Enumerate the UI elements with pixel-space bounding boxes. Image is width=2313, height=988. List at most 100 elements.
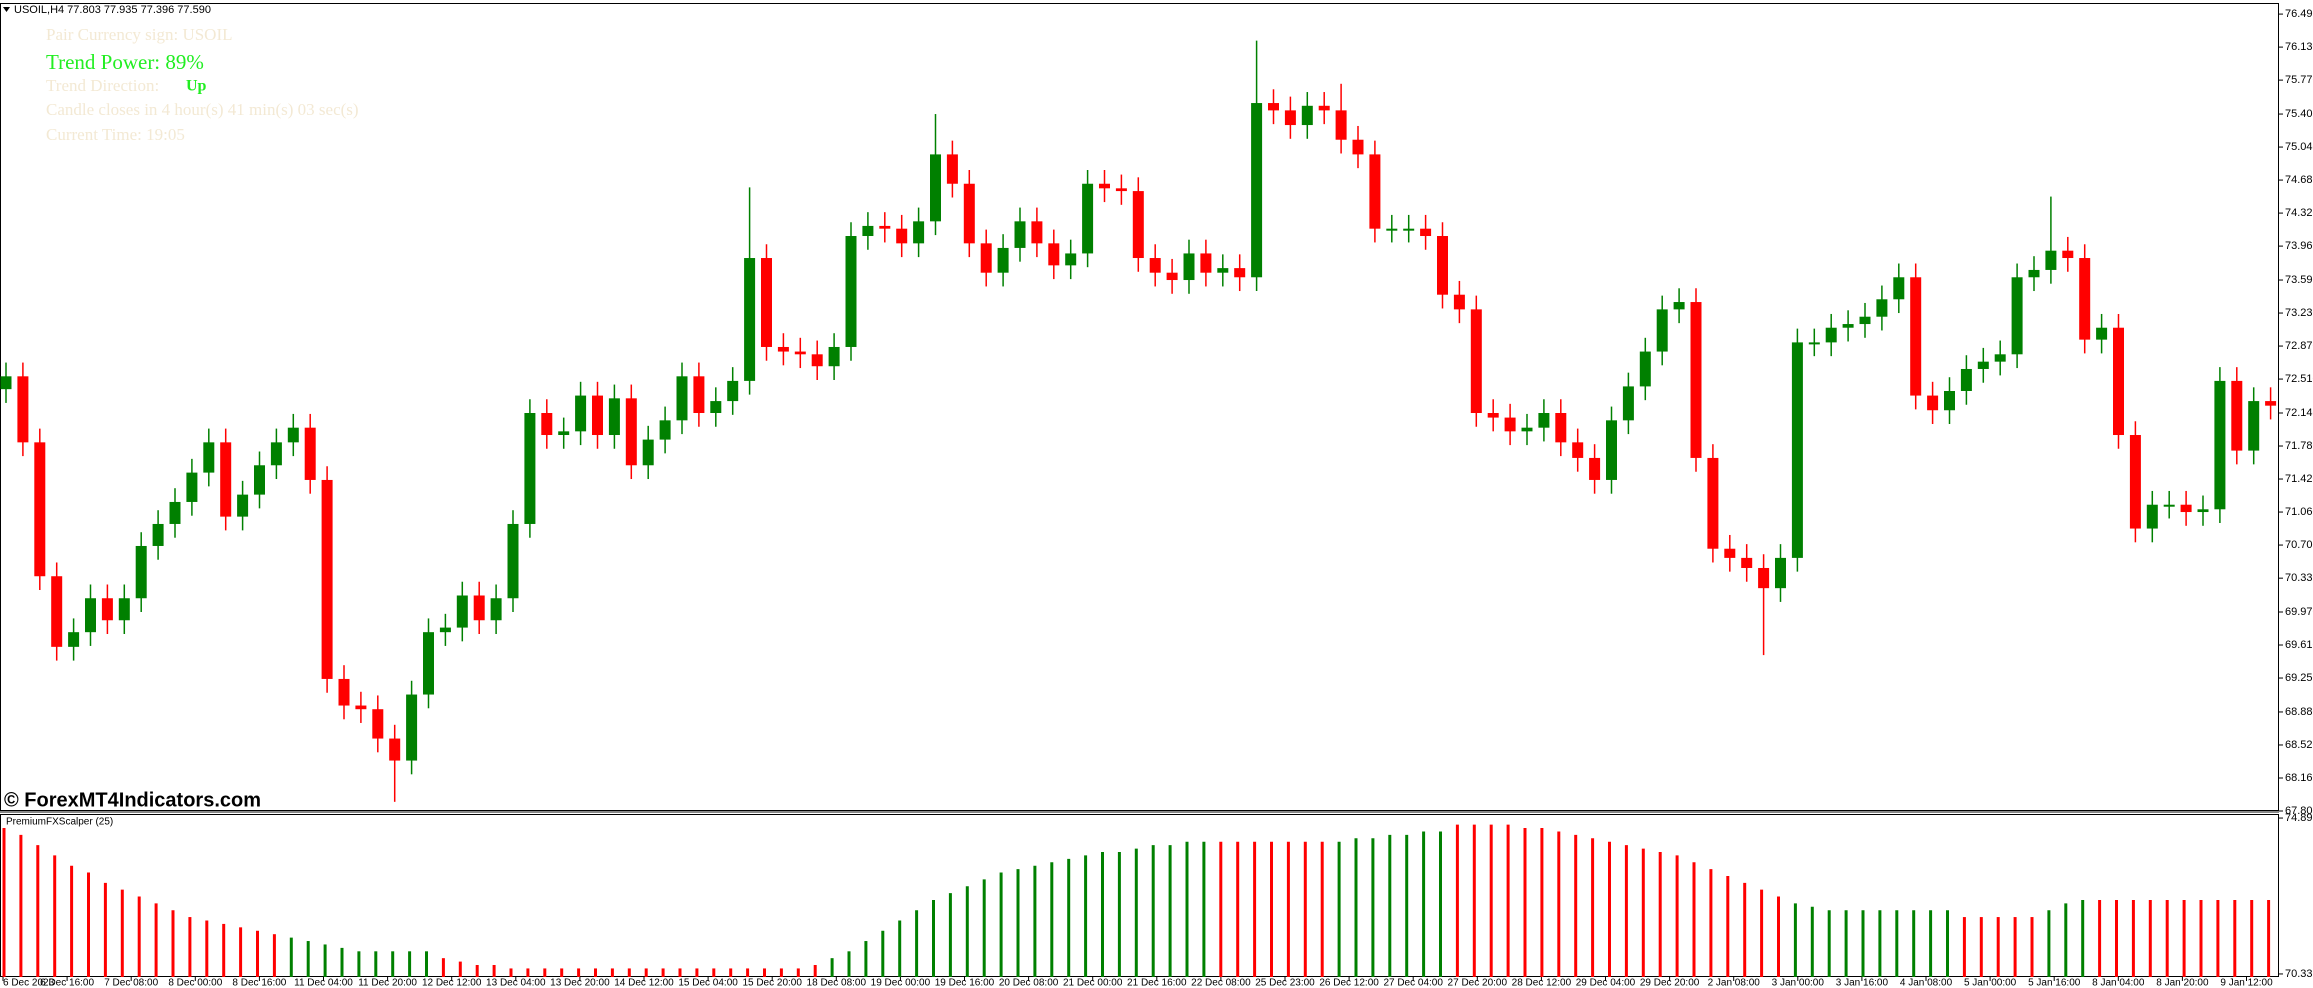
- candle-body: [676, 376, 688, 421]
- x-tick-label: 7 Dec 08:00: [104, 978, 158, 988]
- candle-body: [1217, 268, 1229, 273]
- candle-body: [507, 523, 519, 599]
- candle-body: [456, 595, 468, 628]
- x-tick-label: 8 Jan 04:00: [2092, 978, 2145, 988]
- x-tick-label: 25 Dec 23:00: [1255, 978, 1315, 988]
- candle-body: [1690, 302, 1702, 458]
- candle-body: [1369, 154, 1381, 229]
- candle-body: [1132, 191, 1144, 259]
- candle-body: [2129, 435, 2141, 529]
- candle-body: [406, 694, 418, 761]
- candle-body: [2231, 380, 2243, 451]
- chart-title: USOIL,H4 77.803 77.935 77.396 77.590: [14, 4, 211, 16]
- candle-body: [68, 632, 80, 647]
- y-tick-label: 76.490: [2285, 8, 2313, 20]
- candle-body: [1420, 228, 1432, 237]
- candle-body: [1065, 253, 1077, 266]
- candle-body: [592, 395, 603, 436]
- candle-body: [2028, 269, 2040, 278]
- x-tick-label: 29 Dec 04:00: [1576, 978, 1636, 988]
- candle-body: [1487, 413, 1499, 418]
- candle-body: [1521, 427, 1533, 432]
- x-tick-label: 14 Dec 12:00: [614, 978, 674, 988]
- x-tick-label: 27 Dec 04:00: [1383, 978, 1443, 988]
- y-tick-label: 72.870: [2285, 340, 2313, 352]
- y-tick-label: 76.130: [2285, 41, 2313, 53]
- candle-body: [1284, 110, 1296, 126]
- candle-body: [913, 221, 925, 244]
- candle-body: [220, 442, 232, 517]
- candle-body: [693, 376, 705, 414]
- y-tick-label: 68.880: [2285, 706, 2313, 718]
- current-time: Current Time: 19:05: [46, 125, 185, 144]
- candle-body: [659, 420, 671, 440]
- candle-body: [2062, 250, 2074, 259]
- candle-body: [51, 576, 63, 647]
- candle-body: [541, 413, 553, 436]
- x-tick-label: 27 Dec 20:00: [1448, 978, 1508, 988]
- candle-body: [1031, 221, 1043, 244]
- candle-body: [1606, 420, 1617, 480]
- candle-body: [777, 346, 789, 352]
- candle-body: [1166, 272, 1178, 281]
- candle-body: [85, 598, 96, 633]
- trend-direction: Up: [186, 78, 207, 95]
- x-tick-label: 19 Dec 00:00: [871, 978, 931, 988]
- candle-body: [1082, 183, 1094, 254]
- candle-body: [710, 401, 722, 414]
- candle-body: [828, 346, 840, 367]
- candle-body: [862, 225, 874, 237]
- pair-label: Pair Currency sign: USOIL: [46, 25, 233, 44]
- candle-body: [1268, 103, 1279, 111]
- candle-body: [490, 598, 502, 621]
- candle-body: [575, 395, 587, 432]
- y-tick-label: 75.770: [2285, 74, 2313, 86]
- y-tick-label: 71.420: [2285, 473, 2313, 485]
- x-tick-label: 19 Dec 16:00: [935, 978, 995, 988]
- candle-body: [1251, 103, 1263, 278]
- candle-body: [1589, 457, 1601, 480]
- x-tick-label: 11 Dec 20:00: [358, 978, 417, 988]
- main-frame: [0, 3, 2279, 811]
- candle-body: [1741, 557, 1753, 568]
- candle-body: [1386, 228, 1398, 231]
- candle-body: [2248, 401, 2260, 451]
- x-tick-label: 11 Dec 04:00: [294, 978, 353, 988]
- candle-body: [186, 472, 198, 502]
- candle-body: [1048, 243, 1060, 266]
- candle-body: [118, 598, 130, 621]
- candle-body: [1622, 386, 1634, 421]
- candle-body: [237, 494, 249, 517]
- x-tick-label: 28 Dec 12:00: [1512, 978, 1572, 988]
- candle-body: [1183, 253, 1195, 281]
- y-tick-label: 73.230: [2285, 307, 2313, 319]
- candle-body: [355, 705, 367, 710]
- candle-body: [727, 380, 739, 402]
- candle-body: [2265, 401, 2277, 406]
- candle-body: [1301, 105, 1313, 126]
- candle-body: [997, 247, 1009, 273]
- candle-body: [2214, 380, 2226, 510]
- x-tick-label: 22 Dec 08:00: [1191, 978, 1251, 988]
- y-tick-label: 70.700: [2285, 539, 2313, 551]
- x-tick-label: 2 Jan 08:00: [1708, 978, 1761, 988]
- candle-body: [1437, 236, 1448, 295]
- candle-body: [1099, 183, 1110, 189]
- candle-body: [1352, 139, 1364, 155]
- candle-body: [1555, 413, 1567, 443]
- candle-body: [1927, 395, 1939, 411]
- candle-body: [980, 243, 992, 273]
- candle-body: [1825, 327, 1837, 343]
- candle-body: [608, 398, 620, 436]
- candle-body: [811, 354, 823, 367]
- candle-body: [1775, 557, 1786, 589]
- candle-body: [389, 738, 401, 761]
- candle-body: [946, 154, 958, 184]
- candle-body: [152, 523, 164, 546]
- candle-body: [1994, 354, 2006, 362]
- y-tick-label: 70.339: [2285, 968, 2313, 980]
- candle-body: [1014, 221, 1026, 248]
- candle-body: [2079, 258, 2091, 340]
- candle-body: [1724, 548, 1736, 558]
